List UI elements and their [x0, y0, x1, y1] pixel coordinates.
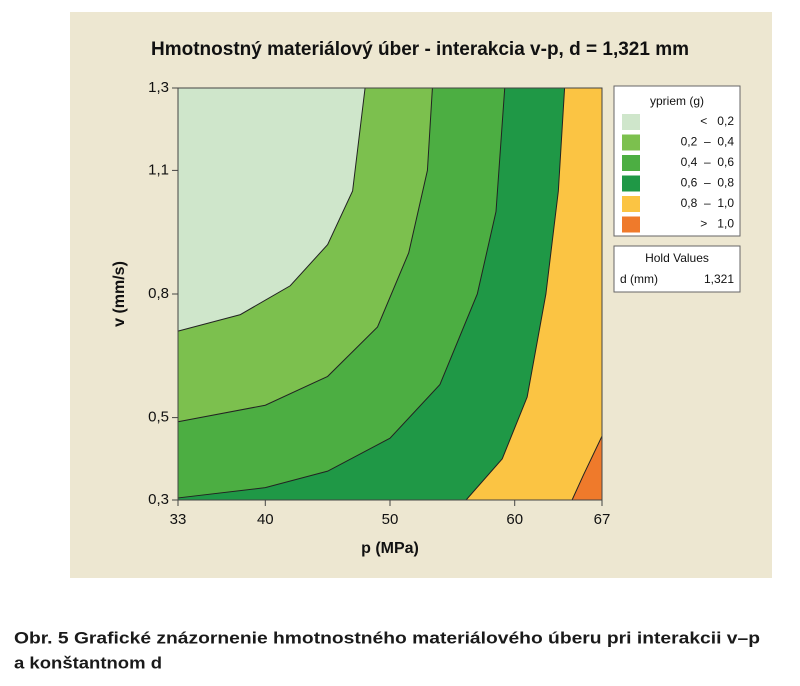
legend-swatch	[622, 114, 640, 130]
contour-line	[177, 87, 366, 332]
legend-swatch	[622, 175, 640, 192]
x-tick-label: 33	[170, 511, 187, 528]
contour-line	[177, 87, 433, 423]
x-tick-label: 50	[382, 511, 399, 528]
legend: ypriem (g) Hold Values d (mm) 1,321 < 0,…	[613, 85, 741, 293]
legend-swatch	[622, 216, 640, 233]
legend-swatch	[622, 134, 640, 151]
caption-line: Obr. 5 Grafické znázornenie hmotnostného…	[14, 628, 760, 647]
legend-label: 0,8 – 1,0	[681, 196, 735, 210]
hold-title: Hold Values	[645, 251, 709, 265]
region	[178, 88, 602, 500]
x-tick-label: 67	[594, 511, 611, 528]
y-tick-label: 0,3	[148, 491, 169, 508]
plot-area: 33 40 50 60 67 0,3 0,5 0,8 1,1 1,3	[148, 79, 610, 528]
legend-title: ypriem (g)	[650, 94, 704, 108]
y-axis-label: v (mm/s)	[111, 261, 128, 327]
hold-name: d (mm)	[620, 272, 658, 286]
contour-line	[571, 435, 603, 501]
chart-title: Hmotnostný materiálový úber - interakcia…	[151, 39, 689, 60]
hold-value: 1,321	[704, 272, 734, 286]
legend-swatch	[622, 155, 640, 171]
legend-label: < 0,2	[700, 114, 734, 128]
legend-label: 0,4 – 0,6	[681, 155, 735, 169]
legend-label: > 1,0	[700, 217, 734, 231]
y-tick-label: 0,8	[148, 285, 169, 302]
hold-box	[613, 245, 741, 293]
x-tick-label: 40	[257, 511, 274, 528]
caption-line: a konštantnom d	[14, 653, 162, 672]
x-axis-label: p (MPa)	[361, 540, 419, 557]
x-tick-label: 60	[506, 511, 523, 528]
region	[178, 88, 602, 500]
contour-line	[177, 87, 506, 499]
legend-swatch	[622, 196, 640, 212]
legend-label: 0,2 – 0,4	[681, 135, 735, 149]
y-tick-label: 1,1	[148, 161, 169, 178]
contour-line	[465, 87, 566, 501]
y-tick-label: 1,3	[148, 79, 169, 96]
y-tick-label: 0,5	[148, 409, 169, 426]
legend-label: 0,6 – 0,8	[681, 176, 735, 190]
